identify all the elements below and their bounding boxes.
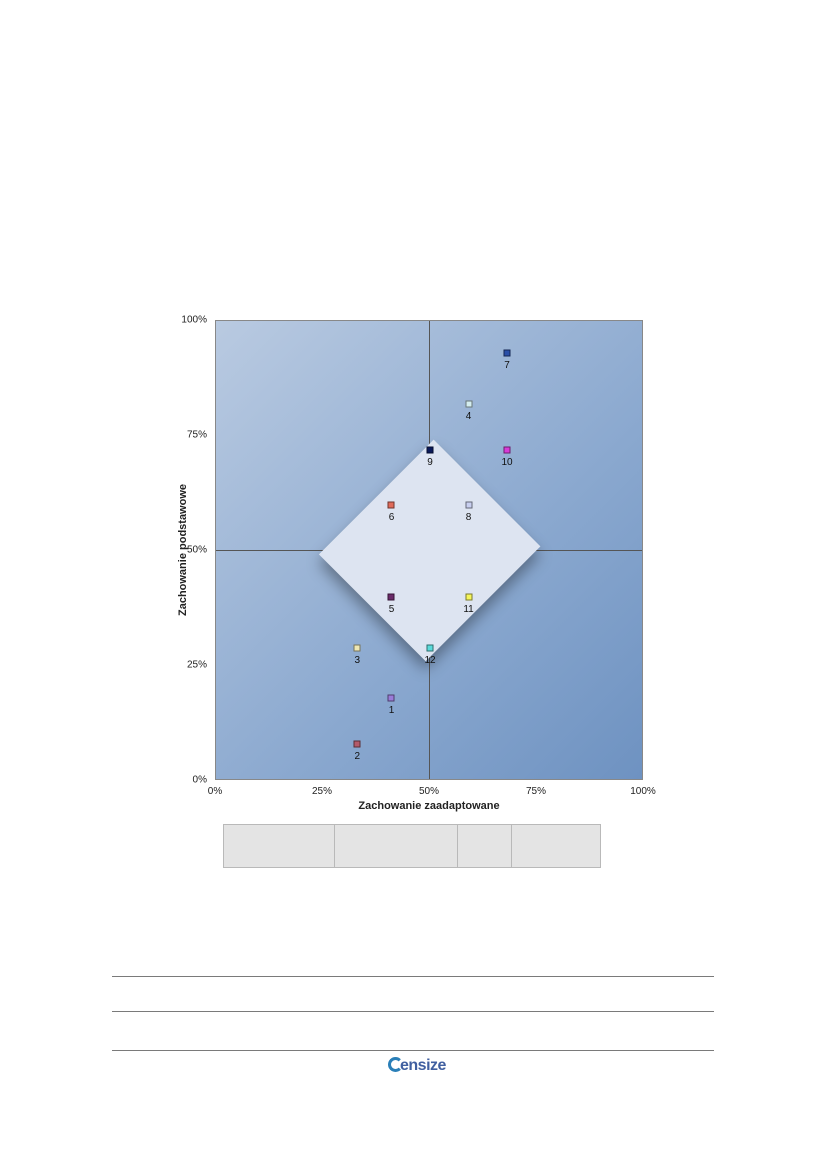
y-tick: 100% <box>181 315 207 326</box>
legend-cell <box>335 825 458 867</box>
x-axis-label: Zachowanie zaadaptowane <box>358 800 499 812</box>
y-tick: 0% <box>193 775 207 786</box>
x-tick: 100% <box>630 786 656 797</box>
point-label: 11 <box>463 604 473 615</box>
y-tick: 75% <box>187 430 207 441</box>
point-label: 9 <box>427 457 433 468</box>
point-label: 1 <box>389 705 395 716</box>
x-tick: 50% <box>419 786 439 797</box>
page: 123456789101112 0%25%50%75%100% 0%25%50%… <box>0 0 826 1169</box>
marker-icon <box>388 502 395 509</box>
ensize-logo: ensize <box>388 1057 446 1075</box>
point-label: 10 <box>501 457 512 468</box>
marker-icon <box>388 594 395 601</box>
marker-icon <box>354 741 361 748</box>
x-tick: 75% <box>526 786 546 797</box>
scatter-chart: 123456789101112 0%25%50%75%100% 0%25%50%… <box>215 320 643 780</box>
y-tick: 25% <box>187 660 207 671</box>
plot-area: 123456789101112 <box>215 320 643 780</box>
marker-icon <box>388 695 395 702</box>
point-label: 5 <box>389 604 395 615</box>
legend-cell <box>512 825 600 867</box>
marker-icon <box>465 594 472 601</box>
marker-icon <box>504 446 511 453</box>
point-label: 12 <box>424 655 435 666</box>
marker-icon <box>427 446 434 453</box>
x-tick: 25% <box>312 786 332 797</box>
marker-icon <box>504 350 511 357</box>
y-tick: 50% <box>187 545 207 556</box>
x-tick: 0% <box>208 786 222 797</box>
diamond-shape <box>319 440 541 662</box>
x-axis-label-text: Zachowanie zaadaptowane <box>358 800 499 812</box>
point-label: 4 <box>466 411 472 422</box>
y-axis-label: Zachowanie podstawowe <box>177 418 189 550</box>
point-label: 3 <box>354 655 360 666</box>
legend-cell <box>224 825 335 867</box>
point-label: 2 <box>354 751 360 762</box>
point-label: 6 <box>389 512 395 523</box>
footer-divider <box>112 1011 714 1012</box>
legend-table <box>223 824 601 868</box>
marker-icon <box>465 502 472 509</box>
legend-cell <box>458 825 512 867</box>
center-diamond <box>354 475 505 626</box>
point-label: 8 <box>466 512 472 523</box>
logo-text: ensize <box>400 1057 446 1074</box>
y-axis-label-text: Zachowanie podstawowe <box>177 484 189 616</box>
marker-icon <box>427 644 434 651</box>
marker-icon <box>465 400 472 407</box>
point-label: 7 <box>504 360 510 371</box>
footer-divider <box>112 1050 714 1051</box>
footer-divider <box>112 976 714 977</box>
marker-icon <box>354 644 361 651</box>
